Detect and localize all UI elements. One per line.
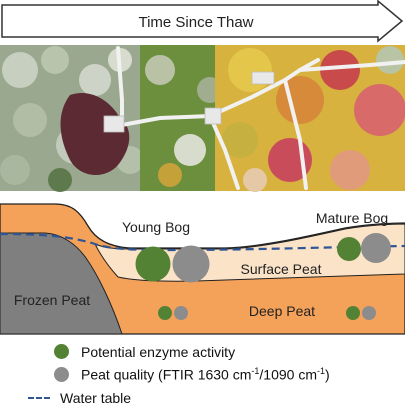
surface-peat-label: Surface Peat: [241, 261, 322, 277]
young-deep-quality-circle: [174, 306, 188, 320]
legend-enzyme-label: Potential enzyme activity: [81, 343, 236, 360]
grey-dot-icon: [54, 367, 69, 382]
legend-item-water-table: Water table: [14, 386, 400, 409]
young-bog-label: Young Bog: [122, 219, 190, 235]
mature-bog-quality-circle: [361, 233, 391, 263]
young-bog-enzyme-circle: [135, 246, 171, 282]
peat-cross-section: Young Bog Mature Bog Frozen Peat Surface…: [0, 200, 405, 337]
figure-canvas: Time Since Thaw: [0, 0, 405, 337]
green-dot-icon: [54, 344, 69, 359]
dashed-line-icon: [28, 396, 50, 399]
legend: Potential enzyme activity Peat quality (…: [28, 340, 400, 409]
legend-peat-quality-label: Peat quality (FTIR 1630 cm-1/1090 cm-1): [81, 366, 330, 383]
mature-deep-enzyme-circle: [346, 306, 360, 320]
mature-deep-quality-circle: [362, 306, 376, 320]
legend-item-peat-quality: Peat quality (FTIR 1630 cm-1/1090 cm-1): [30, 363, 400, 386]
young-bog-quality-circle: [172, 245, 210, 283]
young-deep-enzyme-circle: [158, 306, 172, 320]
mature-bog-enzyme-circle: [337, 237, 361, 261]
mature-bog-label: Mature Bog: [316, 210, 388, 226]
time-arrow-label: Time Since Thaw: [138, 14, 253, 31]
aerial-photo: [0, 45, 405, 192]
legend-item-enzyme: Potential enzyme activity: [30, 340, 400, 363]
deep-peat-label: Deep Peat: [249, 303, 315, 319]
legend-water-table-label: Water table: [60, 389, 132, 406]
time-arrow: Time Since Thaw: [1, 0, 404, 43]
frozen-peat-label: Frozen Peat: [14, 292, 90, 308]
